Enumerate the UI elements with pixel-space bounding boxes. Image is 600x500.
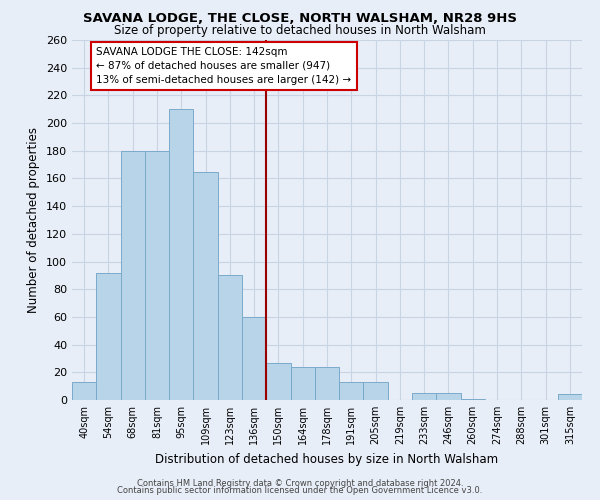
Bar [121,151,145,400]
Bar [461,398,485,400]
Bar [436,393,461,400]
X-axis label: Distribution of detached houses by size in North Walsham: Distribution of detached houses by size … [155,452,499,466]
Bar [218,276,242,400]
Text: Contains HM Land Registry data © Crown copyright and database right 2024.: Contains HM Land Registry data © Crown c… [137,478,463,488]
Bar [72,382,96,400]
Bar [145,151,169,400]
Bar [412,393,436,400]
Bar [193,172,218,400]
Text: Size of property relative to detached houses in North Walsham: Size of property relative to detached ho… [114,24,486,37]
Bar [169,109,193,400]
Text: Contains public sector information licensed under the Open Government Licence v3: Contains public sector information licen… [118,486,482,495]
Bar [339,382,364,400]
Bar [364,382,388,400]
Bar [315,367,339,400]
Text: SAVANA LODGE THE CLOSE: 142sqm
← 87% of detached houses are smaller (947)
13% of: SAVANA LODGE THE CLOSE: 142sqm ← 87% of … [96,47,352,85]
Text: SAVANA LODGE, THE CLOSE, NORTH WALSHAM, NR28 9HS: SAVANA LODGE, THE CLOSE, NORTH WALSHAM, … [83,12,517,26]
Bar [266,362,290,400]
Bar [558,394,582,400]
Bar [242,317,266,400]
Bar [290,367,315,400]
Y-axis label: Number of detached properties: Number of detached properties [28,127,40,313]
Bar [96,272,121,400]
